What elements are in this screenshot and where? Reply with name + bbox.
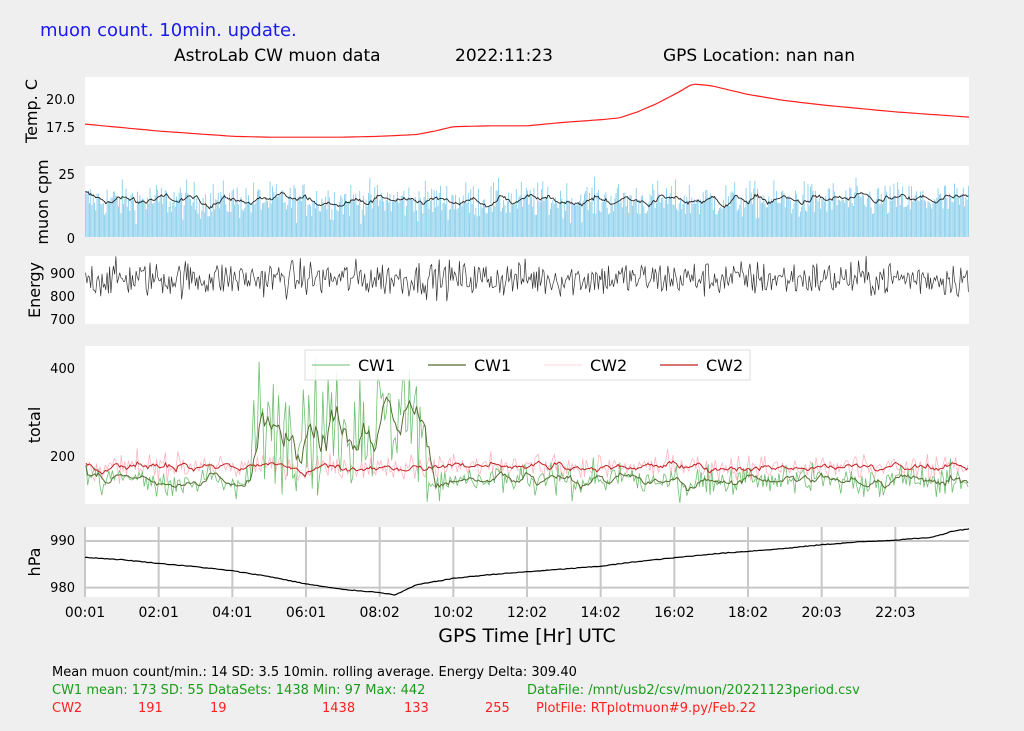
x-tick-label: 18:02 [728,605,768,621]
x-tick-label: 16:02 [654,605,694,621]
muon-panel [85,166,969,237]
footer-cw2-datasets: 1438 [322,701,355,716]
muon-ylabel: muon cpm [33,159,52,244]
x-tick-label: 04:01 [212,605,252,621]
footer-data-file: DataFile: /mnt/usb2/csv/muon/20221123per… [527,683,860,698]
total-tick-400: 400 [50,362,75,377]
x-tick-label: 06:01 [286,605,326,621]
footer-cw2-min: 133 [404,701,429,716]
x-tick-label: 00:01 [65,605,105,621]
pressure-ylabel: hPa [25,548,44,577]
x-tick-label: 02:01 [138,605,178,621]
x-tick-label: 22:03 [875,605,915,621]
cw2-average-line [85,460,969,478]
chart-date: 2022:11:23 [455,46,553,66]
x-tick-label: 20:03 [801,605,841,621]
total-tick-200: 200 [50,450,75,465]
muon-bars [85,176,969,237]
total-series [85,358,969,504]
temp-ylabel: Temp. C [22,79,41,144]
muon-tick-25: 25 [58,168,75,183]
x-tick-label: 08:02 [359,605,399,621]
cw2-raw-line [85,448,969,484]
x-axis-ticks: 00:01 02:01 04:01 06:01 08:02 10:02 12:02 14:02… [65,605,916,621]
update-note: muon count. 10min. update. [40,20,297,41]
footer-cw2-sd: 19 [210,701,227,716]
total-ylabel: total [25,407,44,444]
x-tick-label: 10:02 [433,605,473,621]
pressure-tick-980: 980 [50,581,75,596]
x-tick-label: 14:02 [580,605,620,621]
footer-cw2-mean: 191 [138,701,163,716]
energy-ylabel: Energy [25,262,44,318]
pressure-tick-990: 990 [50,534,75,549]
chart-title: AstroLab CW muon data [174,46,381,66]
temp-tick-20: 20.0 [46,93,75,108]
x-tick-label: 12:02 [507,605,547,621]
temp-series [84,83,970,138]
energy-tick-700: 700 [50,313,75,328]
pressure-grid [84,527,969,597]
energy-line [85,255,969,302]
pressure-series [85,528,970,596]
legend-label-cw1-raw: CW1 [358,356,395,375]
temp-line [84,83,970,138]
footer-summary: Mean muon count/min.: 14 SD: 3.5 10min. … [52,665,577,680]
muon-rolling-average [85,190,969,210]
legend-label-cw1-avg: CW1 [474,356,511,375]
footer-cw2-max: 255 [485,701,510,716]
energy-tick-900: 900 [50,267,75,282]
muon-series [85,176,969,237]
footer-cw2-name: CW2 [52,701,82,716]
x-axis-label: GPS Time [Hr] UTC [438,625,615,647]
footer-cw1-stats: CW1 mean: 173 SD: 55 DataSets: 1438 Min:… [52,683,425,698]
energy-panel [85,256,969,324]
legend-label-cw2-avg: CW2 [706,356,743,375]
footer-plot-file: PlotFile: RTplotmuon#9.py/Feb.22 [536,701,756,716]
temp-tick-17-5: 17.5 [46,121,75,136]
energy-tick-800: 800 [50,290,75,305]
muon-tick-0: 0 [67,232,75,247]
cw1-average-line [85,396,969,492]
legend-label-cw2-raw: CW2 [590,356,627,375]
energy-series [85,255,969,302]
total-legend: CW1 CW1 CW2 CW2 [304,349,751,381]
temp-panel [85,77,969,145]
gps-location: GPS Location: nan nan [663,46,855,66]
pressure-line [85,528,970,596]
